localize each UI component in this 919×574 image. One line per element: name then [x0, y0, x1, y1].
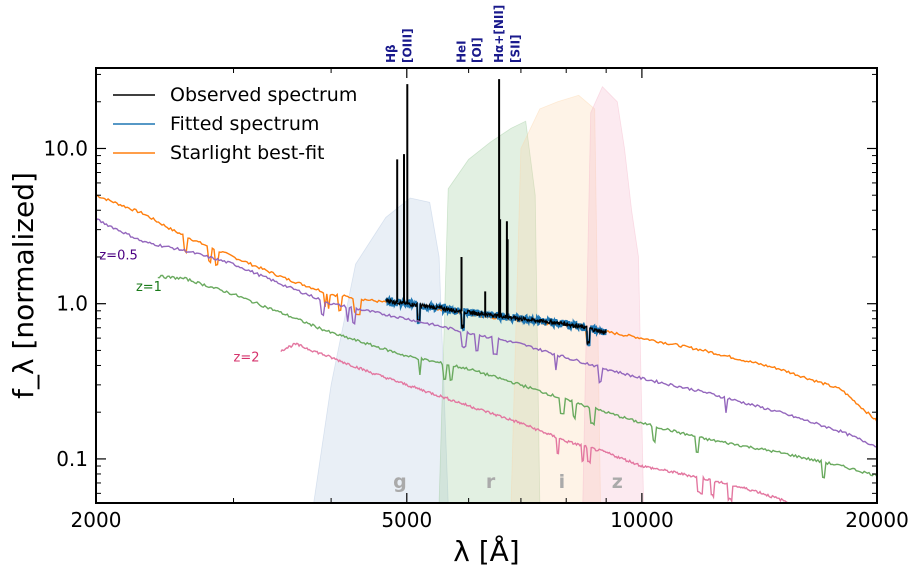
band-label-i: i [559, 471, 566, 493]
axis-ticks [95, 68, 878, 503]
y-tick-label-10: 10.0 [43, 136, 88, 160]
emission-line-label: [OIII] [400, 28, 414, 63]
plot-frame [95, 67, 878, 504]
filter-band-g [313, 197, 449, 504]
emission-line-label: [SII] [508, 34, 522, 63]
legend-entry-label: Observed spectrum [170, 84, 357, 106]
y-tick-label-0.1: 0.1 [56, 447, 88, 471]
series-lines [95, 79, 878, 504]
redshift-label: z=1 [136, 280, 162, 295]
redshift-label: z=2 [234, 351, 260, 366]
x-tick-label-5000: 5000 [381, 508, 432, 532]
y-tick-label-1: 1.0 [56, 292, 88, 316]
emission-line-label: Hα+[NII] [492, 5, 506, 63]
x-tick-label-2000: 2000 [71, 508, 122, 532]
y-axis-label: f_λ [normalized] [7, 172, 40, 399]
emission-line-label: Hβ [384, 44, 398, 63]
filter-bands [313, 86, 645, 504]
emission-line-label: HeI [455, 40, 469, 63]
text-labels: 2000 5000 10000 20000 0.1 1.0 10.0 λ [Å] f_λ [no… [7, 5, 909, 568]
filter-band-z [582, 86, 645, 504]
redshift-label: z=0.5 [99, 248, 137, 263]
emission-line-label: [OI] [470, 37, 484, 63]
series-z-2 [280, 342, 791, 504]
legend-entry-label: Fitted spectrum [170, 113, 319, 135]
x-tick-label-20000: 20000 [845, 508, 909, 532]
series-z-0-5 [95, 218, 878, 448]
band-label-z: z [612, 471, 623, 493]
x-tick-label-10000: 10000 [610, 508, 674, 532]
band-label-g: g [393, 471, 407, 493]
legend: Observed spectrum Fitted spectrum Starligh… [113, 84, 357, 164]
series-observed-spectrum [385, 297, 607, 345]
filter-band-i [510, 94, 601, 504]
legend-entry-label: Starlight best-fit [170, 142, 325, 164]
series-z-1 [157, 274, 878, 479]
band-label-r: r [486, 471, 496, 493]
x-axis-label: λ [Å] [453, 534, 519, 568]
